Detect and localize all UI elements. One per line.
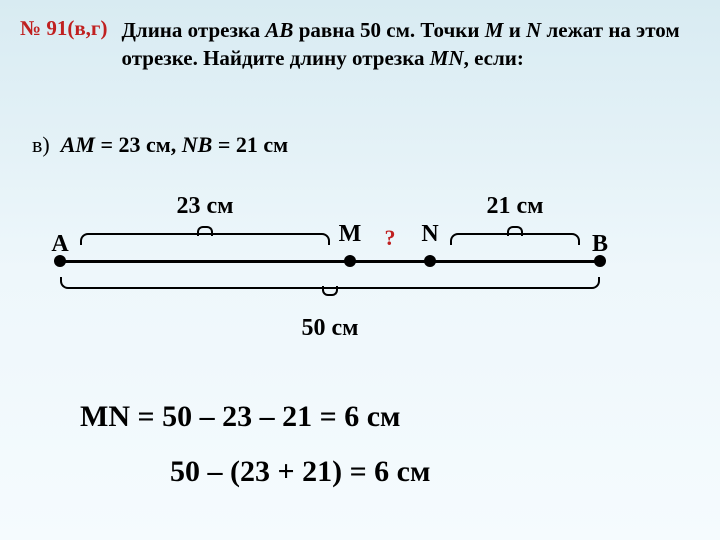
question-mark: ?: [385, 225, 396, 251]
ab-i: АВ: [265, 18, 293, 42]
segment-line: [60, 260, 600, 263]
m-i: М: [485, 18, 504, 42]
brace-nb: [450, 233, 580, 247]
measure-nb: 21 см: [487, 193, 544, 220]
point-m: [344, 255, 356, 267]
label-n: N: [421, 221, 438, 248]
label-a: А: [51, 231, 68, 258]
point-n: [424, 255, 436, 267]
am-val: = 23 см,: [95, 132, 182, 157]
pt2b: , если:: [464, 46, 524, 70]
subletter: в): [32, 132, 50, 157]
sol1-mid: 50 – 23 – 21 =: [162, 400, 344, 433]
n-i: N: [526, 18, 541, 42]
and: и: [503, 18, 526, 42]
header: № 91(в,г) Длина отрезка АВ равна 50 см. …: [20, 16, 700, 73]
brace-ab: [60, 275, 600, 289]
brace-am: [80, 233, 330, 247]
segment-diagram: А М N В ? 23 см 21 см 50 см: [60, 175, 660, 345]
nb-val: = 21 см: [212, 132, 288, 157]
measure-ab: 50 см: [302, 315, 359, 342]
label-b: В: [592, 231, 608, 258]
measure-am: 23 см: [177, 193, 234, 220]
pt1: Длина отрезка: [121, 18, 265, 42]
slide: № 91(в,г) Длина отрезка АВ равна 50 см. …: [0, 0, 720, 540]
solution-line-1: МN = 50 – 23 – 21 = 6 см: [80, 400, 400, 434]
mn-i: МN: [430, 46, 464, 70]
solution-line-2: 50 – (23 + 21) = 6 см: [170, 455, 430, 489]
sol1-lhs: МN =: [80, 400, 162, 433]
subpart: в) АМ = 23 см, NВ = 21 см: [32, 132, 288, 158]
label-m: М: [339, 221, 362, 248]
pt1b: равна 50 см. Точки: [293, 18, 484, 42]
sol1-rhs: 6 см: [344, 400, 400, 433]
am-label: АМ: [61, 132, 95, 157]
problem-number: № 91(в,г): [20, 16, 107, 41]
problem-text: Длина отрезка АВ равна 50 см. Точки М и …: [121, 16, 700, 73]
nb-label: NВ: [182, 132, 213, 157]
